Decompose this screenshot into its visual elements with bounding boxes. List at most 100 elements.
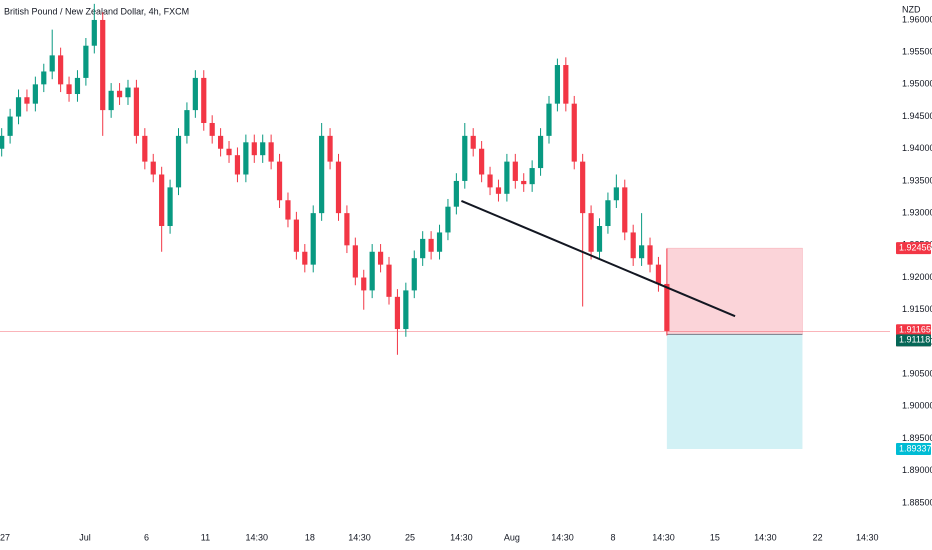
target-zone (666, 334, 803, 449)
target-price-label-bg (896, 442, 931, 455)
last-price-label-bg (896, 324, 931, 337)
candle-body (403, 290, 409, 330)
candle-body (24, 97, 30, 104)
candle-body (529, 168, 535, 185)
candle-body (192, 77, 198, 111)
x-tick-label: 25 (405, 532, 415, 542)
candle-body (201, 77, 207, 123)
candle-body (167, 187, 173, 227)
candle-body (49, 55, 55, 72)
candle-body (537, 135, 544, 169)
candle-body (268, 142, 274, 162)
candle-body (66, 84, 72, 95)
entry-price-label: 1.91118 (899, 335, 930, 345)
chart-title: British Pound / New Zealand Dollar, 4h, … (4, 6, 189, 16)
y-tick-label: 1.93500 (902, 175, 932, 185)
candle-body (327, 135, 333, 162)
candle-body (504, 161, 510, 194)
candle-body (411, 258, 417, 291)
candle-body (150, 161, 156, 175)
stop-price-label: 1.92456 (899, 243, 932, 253)
candle-body (310, 213, 316, 265)
entry-price-label-bg (896, 334, 931, 347)
candle-body (32, 84, 38, 104)
candle-body (159, 174, 165, 227)
x-tick-label: 11 (201, 532, 210, 542)
x-tick-label: 8 (610, 532, 615, 542)
candle-body (58, 55, 64, 85)
x-tick-label: 14:30 (856, 532, 879, 542)
x-tick-label: 14:30 (652, 532, 675, 542)
y-tick-label: 1.89000 (902, 465, 932, 475)
candle-body (546, 103, 552, 136)
candle-body (639, 245, 645, 259)
candle-body (487, 174, 493, 188)
stop-zone (666, 247, 803, 335)
candle-body (664, 283, 670, 331)
candle-body (226, 148, 232, 156)
candle-body (41, 71, 47, 85)
candle-body (335, 161, 342, 214)
candle-body (605, 200, 611, 227)
y-tick-label: 1.95000 (902, 79, 932, 89)
x-tick-label: 14:30 (551, 532, 574, 542)
candle-body (571, 103, 577, 162)
candle-body (293, 219, 299, 252)
candle-body (596, 226, 603, 252)
candle-body (647, 245, 653, 265)
x-tick-label: 14:30 (450, 532, 473, 542)
candle-body (361, 277, 367, 291)
candle-body (352, 245, 358, 278)
x-tick-label: 22 (813, 532, 823, 542)
candle-body (7, 116, 13, 136)
candle-body (15, 97, 22, 117)
x-tick-label: 18 (305, 532, 315, 542)
candle-body (175, 135, 182, 188)
candle-body (377, 251, 384, 265)
candle-body (462, 135, 468, 181)
candle-body (133, 87, 140, 136)
candle-body (276, 161, 283, 201)
candle-body (655, 264, 662, 284)
candle-body (428, 238, 434, 252)
candle-body (495, 187, 502, 194)
y-tick-label: 1.88500 (902, 497, 932, 507)
candle-body (218, 135, 224, 149)
candle-body (251, 142, 257, 156)
currency-label: NZD (902, 4, 921, 14)
y-tick-label: 1.91500 (902, 304, 932, 314)
x-tick-label: 15 (710, 532, 720, 542)
candle-body (319, 135, 325, 214)
candle-body (588, 213, 594, 252)
candle-body (83, 45, 89, 78)
candle-body (386, 264, 392, 297)
x-tick-label: Aug (504, 532, 520, 542)
x-tick-label: 14:30 (246, 532, 269, 542)
candle-body (394, 296, 401, 330)
x-tick-label: 14:30 (754, 532, 777, 542)
candle-body (563, 65, 569, 104)
y-tick-label: 1.92000 (902, 272, 932, 282)
y-tick-label: 1.90500 (902, 368, 932, 378)
candle-body (445, 206, 451, 233)
y-tick-label: 1.89500 (902, 433, 932, 443)
candle-body (184, 110, 190, 136)
y-tick-label: 1.93000 (902, 208, 932, 218)
candle-body (100, 19, 106, 111)
candle-body (479, 148, 485, 175)
candle-body (91, 19, 97, 46)
y-tick-label: 1.94000 (902, 143, 932, 153)
candle-body (234, 155, 241, 175)
candle-body (285, 200, 291, 220)
x-tick-label: 27 (0, 532, 10, 542)
candle-body (260, 142, 266, 156)
candle-body (74, 77, 81, 95)
y-tick-label: 1.90000 (902, 401, 932, 411)
candle-body (369, 251, 375, 291)
y-tick-label: 1.96000 (902, 14, 932, 24)
candle-body (420, 238, 426, 259)
x-tick-label: 6 (144, 532, 149, 542)
candle-body (580, 161, 586, 214)
y-tick-label: 1.94500 (902, 111, 932, 121)
